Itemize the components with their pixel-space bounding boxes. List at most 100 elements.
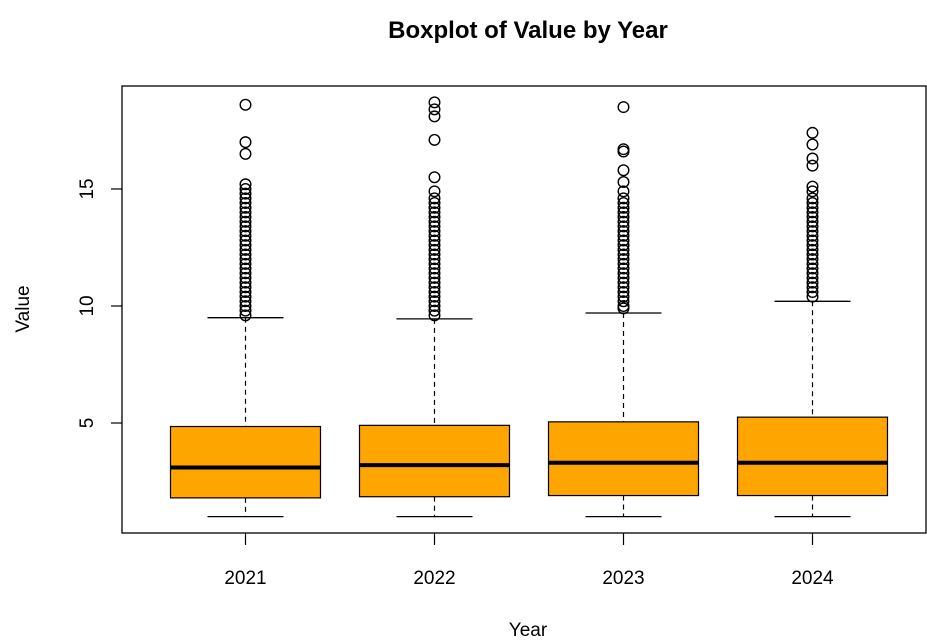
outlier-point (617, 101, 630, 114)
outlier-point (239, 215, 252, 228)
outlier-point (239, 187, 252, 200)
outlier-point (806, 185, 819, 198)
outlier-point (428, 215, 441, 228)
outlier-point (617, 295, 630, 308)
box-2024 (736, 416, 889, 497)
outlier-point (239, 234, 252, 247)
outlier-point (806, 138, 819, 151)
outlier-point (806, 253, 819, 266)
box-group-2023 (547, 101, 700, 518)
outlier-point (617, 175, 630, 188)
outlier-point (239, 248, 252, 261)
outlier-point (806, 201, 819, 214)
x-tick-label-2023: 2023 (602, 568, 644, 589)
outlier-point (617, 192, 630, 205)
outlier-point (239, 136, 252, 149)
outlier-point (428, 225, 441, 238)
outlier-point (617, 302, 630, 315)
outlier-point (239, 309, 252, 322)
x-axis-label: Year (509, 620, 548, 641)
outlier-point (239, 239, 252, 252)
outlier-point (428, 304, 441, 317)
outlier-point (428, 285, 441, 298)
outlier-point (428, 201, 441, 214)
outlier-point (239, 197, 252, 210)
outlier-point (806, 215, 819, 228)
outlier-point (239, 225, 252, 238)
outlier-point (428, 290, 441, 303)
outlier-point (617, 215, 630, 228)
outlier-point (806, 271, 819, 284)
outlier-point (806, 225, 819, 238)
outlier-point (428, 257, 441, 270)
y-tick-label-5: 5 (77, 418, 98, 429)
outlier-point (428, 192, 441, 205)
outlier-point (428, 267, 441, 280)
box-group-2021 (169, 98, 322, 518)
box-2022 (358, 424, 511, 498)
outlier-point (239, 243, 252, 256)
outlier-point (239, 229, 252, 242)
outlier-point (239, 178, 252, 191)
outlier-point (239, 206, 252, 219)
outlier-point (428, 206, 441, 219)
outlier-point (806, 229, 819, 242)
outlier-point (239, 276, 252, 289)
outlier-point (428, 253, 441, 266)
outlier-point (428, 220, 441, 233)
outlier-point (428, 171, 441, 184)
outlier-point (806, 257, 819, 270)
outlier-point (617, 211, 630, 224)
outlier-point (806, 220, 819, 233)
box-2021 (169, 425, 322, 499)
outlier-point (617, 234, 630, 247)
outlier-point (806, 285, 819, 298)
outlier-point (428, 239, 441, 252)
outlier-point (617, 143, 630, 156)
outlier-point (617, 206, 630, 219)
outlier-point (428, 234, 441, 247)
y-axis-label: Value (13, 285, 34, 332)
outlier-point (806, 126, 819, 139)
outlier-point (428, 248, 441, 261)
box-group-2022 (358, 96, 511, 518)
outlier-point (428, 197, 441, 210)
y-tick-label-15: 15 (77, 178, 98, 199)
outlier-point (428, 276, 441, 289)
outlier-point (617, 145, 630, 158)
outlier-point (806, 152, 819, 165)
outlier-point (428, 243, 441, 256)
x-tick-label-2024: 2024 (791, 568, 834, 589)
outlier-point (428, 281, 441, 294)
outlier-point (806, 180, 819, 193)
outlier-point (239, 257, 252, 270)
outlier-point (239, 290, 252, 303)
outlier-point (239, 220, 252, 233)
outlier-point (806, 197, 819, 210)
outlier-point (806, 290, 819, 303)
outlier-point (428, 309, 441, 322)
outlier-point (239, 295, 252, 308)
outlier-point (806, 281, 819, 294)
outlier-point (806, 211, 819, 224)
outlier-point (806, 276, 819, 289)
outlier-point (239, 147, 252, 160)
outlier-point (617, 197, 630, 210)
outlier-point (239, 271, 252, 284)
x-tick-label-2022: 2022 (413, 568, 455, 589)
outlier-point (617, 229, 630, 242)
outlier-point (806, 248, 819, 261)
outlier-point (239, 211, 252, 224)
plot-frame (121, 85, 927, 534)
outlier-point (428, 262, 441, 275)
y-tick-label-10: 10 (77, 295, 98, 316)
outlier-point (239, 201, 252, 214)
outlier-point (617, 243, 630, 256)
box-group-2024 (736, 126, 889, 518)
outlier-point (428, 185, 441, 198)
outlier-point (806, 267, 819, 280)
outlier-point (617, 201, 630, 214)
outlier-point (239, 182, 252, 195)
outlier-point (239, 192, 252, 205)
